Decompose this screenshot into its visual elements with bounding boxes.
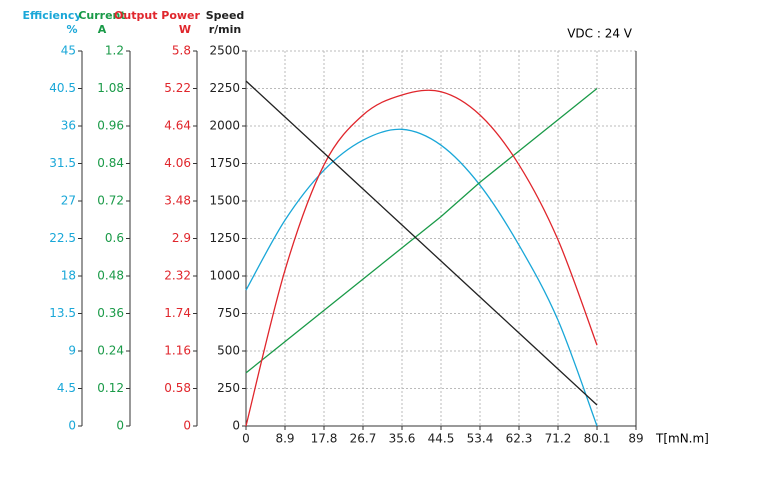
y-tick-label: 1.08: [97, 81, 124, 95]
x-tick-label: 17.8: [311, 432, 338, 446]
y-tick-label: 4.64: [164, 119, 191, 133]
y-tick-label: 0.36: [97, 306, 124, 320]
y-tick-label: 13.5: [49, 306, 76, 320]
x-axis-label: T[mN.m]: [655, 432, 709, 446]
y-tick-label: 0.84: [97, 156, 124, 170]
y-tick-label: 0: [183, 419, 191, 433]
y-tick-label: 250: [217, 381, 240, 395]
y-tick-label: 0.48: [97, 269, 124, 283]
y-tick-label: 1250: [209, 231, 240, 245]
y-tick-label: 1750: [209, 156, 240, 170]
y-tick-label: 2.9: [172, 231, 191, 245]
y-tick-label: 2500: [209, 44, 240, 58]
series-line: [245, 89, 598, 427]
axis-title: Output Power: [114, 9, 200, 22]
axis-unit: A: [98, 23, 107, 36]
x-tick-label: 80.1: [584, 432, 611, 446]
y-tick-label: 1.2: [105, 44, 124, 58]
y-tick-label: 2.32: [164, 269, 191, 283]
y-tick-label: 0.6: [105, 231, 124, 245]
axis-unit: r/min: [209, 23, 242, 36]
y-tick-label: 2000: [209, 119, 240, 133]
x-tick-label: 35.6: [389, 432, 416, 446]
x-tick-label: 44.5: [428, 432, 455, 446]
axis-unit: W: [179, 23, 191, 36]
y-tick-label: 0.58: [164, 381, 191, 395]
y-tick-label: 27: [61, 194, 76, 208]
x-tick-label: 0: [242, 432, 250, 446]
y-tick-label: 5.8: [172, 44, 191, 58]
y-tick-label: 18: [61, 269, 76, 283]
y-tick-label: 36: [61, 119, 76, 133]
y-tick-label: 750: [217, 306, 240, 320]
y-tick-label: 0: [68, 419, 76, 433]
y-tick-label: 22.5: [49, 231, 76, 245]
y-tick-label: 0: [116, 419, 124, 433]
y-tick-label: 1.74: [164, 306, 191, 320]
y-tick-label: 31.5: [49, 156, 76, 170]
annotation: VDC : 24 V: [567, 27, 633, 41]
y-tick-label: 4.5: [57, 381, 76, 395]
y-tick-label: 9: [68, 344, 76, 358]
series-line: [245, 128, 598, 427]
y-tick-label: 2250: [209, 81, 240, 95]
x-tick-label: 89: [628, 432, 643, 446]
axis-unit: %: [66, 23, 77, 36]
series-line: [245, 87, 598, 374]
y-tick-label: 1000: [209, 269, 240, 283]
y-tick-label: 0: [232, 419, 240, 433]
axis-title: Current: [78, 9, 125, 22]
y-tick-label: 1.16: [164, 344, 191, 358]
x-tick-label: 71.2: [545, 432, 572, 446]
axis-title: Speed: [206, 9, 245, 22]
x-tick-label: 26.7: [350, 432, 377, 446]
axis-title: Efficiency: [22, 9, 81, 22]
series-line: [245, 80, 598, 406]
y-tick-label: 0.24: [97, 344, 124, 358]
y-tick-label: 0.96: [97, 119, 124, 133]
y-tick-label: 3.48: [164, 194, 191, 208]
y-tick-label: 0.72: [97, 194, 124, 208]
x-tick-label: 62.3: [506, 432, 533, 446]
x-tick-label: 53.4: [467, 432, 494, 446]
y-tick-label: 40.5: [49, 81, 76, 95]
y-tick-label: 500: [217, 344, 240, 358]
x-tick-label: 8.9: [275, 432, 294, 446]
y-tick-label: 45: [61, 44, 76, 58]
y-tick-label: 5.22: [164, 81, 191, 95]
y-tick-label: 0.12: [97, 381, 124, 395]
y-tick-label: 4.06: [164, 156, 191, 170]
y-tick-label: 1500: [209, 194, 240, 208]
